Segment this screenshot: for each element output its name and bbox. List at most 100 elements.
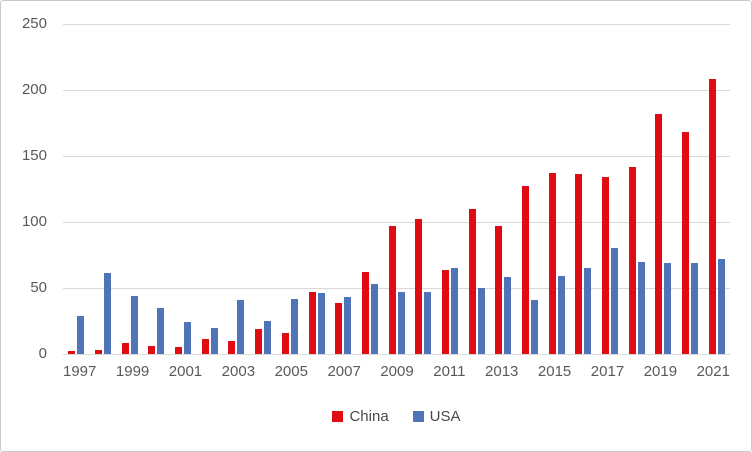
bar-china-2007	[335, 302, 343, 354]
bar-usa-2004	[264, 321, 272, 354]
bar-group-2007	[330, 24, 357, 354]
bar-china-2021	[708, 79, 716, 354]
bar-group-2010	[410, 24, 437, 354]
bar-group-2014	[517, 24, 544, 354]
bar-usa-2010	[424, 291, 432, 354]
bar-usa-2012	[477, 288, 485, 354]
legend-label-china: China	[349, 408, 389, 425]
legend-swatch-usa	[412, 411, 424, 422]
bar-usa-2021	[717, 258, 725, 354]
bar-china-2001	[175, 347, 183, 354]
bar-usa-2008	[370, 284, 378, 354]
bar-china-2015	[548, 173, 556, 354]
x-tick-label-2021: 2021	[696, 363, 730, 380]
bar-group-2019	[650, 24, 677, 354]
x-tick-label-1998	[96, 362, 116, 382]
bar-china-2013	[495, 225, 503, 354]
bar-usa-2001	[184, 322, 192, 354]
bar-group-2012	[463, 24, 490, 354]
bar-group-2011	[437, 24, 464, 354]
legend-item-usa: USA	[412, 408, 461, 425]
bar-usa-2006	[317, 293, 325, 354]
x-tick-label-2006	[308, 362, 328, 382]
bar-group-2006	[303, 24, 330, 354]
bar-china-2009	[388, 225, 396, 354]
bar-usa-2018	[637, 261, 645, 354]
y-tick-label-250: 250	[21, 15, 47, 32]
bar-china-2003	[228, 340, 236, 354]
bar-china-2005	[281, 332, 289, 354]
bar-usa-2002	[210, 327, 218, 354]
bar-group-2004	[250, 24, 277, 354]
x-tick-label-2020	[677, 362, 697, 382]
x-tick-label-2015: 2015	[537, 363, 572, 380]
x-tick-label-2002	[202, 362, 222, 382]
bar-china-2018	[628, 166, 636, 354]
gridline-250	[63, 23, 730, 25]
x-tick-label-2017: 2017	[590, 363, 625, 380]
x-tick-label-2009: 2009	[380, 363, 414, 380]
bar-group-2015	[543, 24, 570, 354]
x-tick-label-1997: 1997	[63, 363, 97, 380]
bar-group-2005	[277, 24, 304, 354]
x-axis: 1997 1999 2001 2003 2005 2007 2009 2011 2013 2015…	[63, 362, 730, 382]
bar-usa-2017	[611, 248, 619, 354]
bar-usa-2011	[450, 268, 458, 354]
x-tick-label-2008	[361, 362, 381, 382]
x-tick-label-2005: 2005	[274, 363, 308, 380]
bar-usa-2013	[504, 277, 512, 354]
x-tick-label-2004	[255, 362, 275, 382]
bar-usa-2019	[664, 262, 672, 354]
bar-usa-2009	[397, 291, 405, 354]
bar-group-2017	[597, 24, 624, 354]
bar-usa-2003	[237, 299, 245, 354]
bar-group-1998	[90, 24, 117, 354]
x-tick-label-2019: 2019	[643, 363, 678, 380]
x-tick-label-2003: 2003	[221, 363, 256, 380]
gridline-100	[63, 221, 730, 223]
bar-usa-2015	[557, 276, 565, 354]
bar-usa-1998	[104, 273, 112, 354]
y-tick-label-50: 50	[30, 279, 47, 296]
x-tick-label-2014	[518, 362, 538, 382]
bar-group-1999	[116, 24, 143, 354]
bar-china-2016	[575, 174, 583, 354]
bar-usa-2020	[691, 262, 699, 354]
gridline-0	[63, 353, 730, 355]
gridline-50	[63, 287, 730, 289]
y-axis: 0 50 100 150 200 250	[1, 1, 47, 451]
x-tick-label-2018	[624, 362, 644, 382]
bar-china-2011	[441, 269, 449, 354]
x-tick-label-2011: 2011	[433, 363, 466, 380]
bar-china-2020	[682, 132, 690, 354]
gridline-150	[63, 155, 730, 157]
bar-china-2008	[361, 272, 369, 354]
x-tick-label-1999: 1999	[115, 363, 150, 380]
bar-group-2021	[704, 24, 731, 354]
plot-area	[63, 23, 731, 355]
x-tick-label-2013: 2013	[485, 363, 519, 380]
legend: China USA	[63, 408, 730, 425]
x-tick-label-2012	[466, 362, 486, 382]
bar-usa-2007	[344, 297, 352, 354]
bar-group-2001	[170, 24, 197, 354]
bar-usa-2000	[157, 307, 165, 354]
bar-usa-1999	[130, 295, 138, 354]
bar-group-2002	[196, 24, 223, 354]
bar-usa-2005	[290, 298, 298, 354]
bar-china-2010	[415, 219, 423, 354]
bar-china-2000	[148, 346, 156, 354]
bar-china-1997	[68, 351, 76, 354]
bar-group-2008	[357, 24, 384, 354]
y-tick-label-100: 100	[21, 213, 47, 230]
x-tick-label-2016	[571, 362, 591, 382]
bar-group-1997	[63, 24, 90, 354]
bar-group-2016	[570, 24, 597, 354]
legend-item-china: China	[332, 408, 389, 425]
bar-china-1998	[95, 350, 103, 354]
bar-china-2014	[522, 186, 530, 354]
legend-label-usa: USA	[429, 408, 461, 425]
bar-usa-2014	[531, 299, 539, 354]
y-tick-label-150: 150	[21, 147, 47, 164]
